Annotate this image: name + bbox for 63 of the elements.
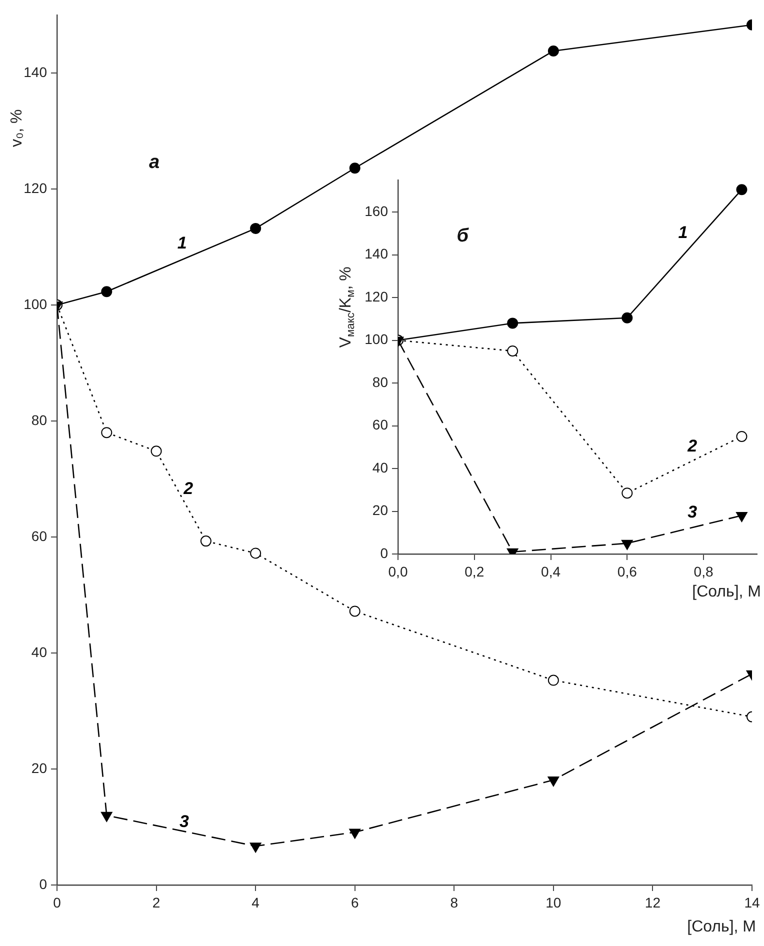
y-tick-label: 20	[372, 502, 388, 518]
y-axis-title: Vмакс/Kм, %	[337, 266, 357, 348]
point	[548, 776, 560, 787]
y-tick-label: 80	[372, 374, 388, 390]
x-tick-label: 0,8	[694, 563, 714, 580]
y-tick-label: 20	[31, 760, 48, 776]
point	[349, 606, 360, 617]
y-tick-label: 60	[31, 528, 48, 544]
point	[548, 674, 559, 686]
annotation: а	[149, 152, 160, 174]
y-tick-label: 80	[31, 412, 48, 428]
series-label: 2	[182, 478, 194, 498]
y-tick-label: 160	[364, 202, 388, 219]
series-label: 1	[177, 233, 187, 252]
y-tick-label: 60	[372, 416, 388, 433]
x-tick-label: 12	[644, 894, 661, 910]
series-label: 2	[686, 436, 698, 456]
y-tick-label: 40	[31, 644, 48, 660]
x-axis-title: [Соль], М	[687, 918, 756, 936]
x-tick-label: 6	[350, 894, 359, 910]
y-tick-label: 140	[364, 246, 388, 262]
point	[101, 427, 112, 438]
series-label: 3	[688, 502, 698, 522]
point	[349, 828, 361, 839]
point	[548, 45, 559, 56]
x-tick-label: 4	[252, 894, 260, 910]
series-label: 3	[179, 812, 190, 832]
y-tick-label: 120	[364, 288, 388, 304]
point	[507, 345, 518, 356]
x-tick-label: 0,4	[541, 563, 561, 580]
point	[349, 162, 360, 174]
point	[250, 842, 262, 853]
point	[622, 312, 633, 324]
point	[622, 488, 633, 499]
y-tick-label: 0	[380, 544, 388, 561]
x-axis-title: [Соль], М	[692, 583, 762, 600]
annotation: б	[456, 225, 470, 246]
y-tick-label: 0	[39, 876, 48, 892]
point	[250, 222, 262, 234]
x-tick-label: 2	[152, 894, 160, 910]
y-axis-title: v₀, %	[8, 109, 26, 147]
point	[101, 286, 112, 298]
y-tick-label: 100	[24, 296, 48, 312]
point	[150, 446, 162, 457]
y-tick-label: 40	[372, 459, 388, 476]
point	[250, 548, 262, 559]
point	[507, 318, 518, 329]
x-tick-label: 0,6	[617, 563, 638, 580]
x-tick-label: 8	[450, 894, 458, 910]
x-tick-label: 0,0	[388, 563, 408, 580]
y-tick-label: 100	[364, 331, 388, 348]
point	[100, 812, 112, 822]
point	[736, 184, 748, 196]
x-tick-label: 14	[744, 894, 760, 910]
x-tick-label: 0,2	[464, 563, 484, 580]
point	[736, 430, 748, 442]
point	[621, 540, 633, 550]
y-tick-label: 120	[24, 180, 48, 196]
series-label: 1	[678, 222, 688, 242]
y-tick-label: 140	[24, 64, 48, 80]
x-tick-label: 10	[546, 894, 562, 910]
x-tick-label: 0	[53, 894, 62, 910]
point	[200, 536, 212, 547]
